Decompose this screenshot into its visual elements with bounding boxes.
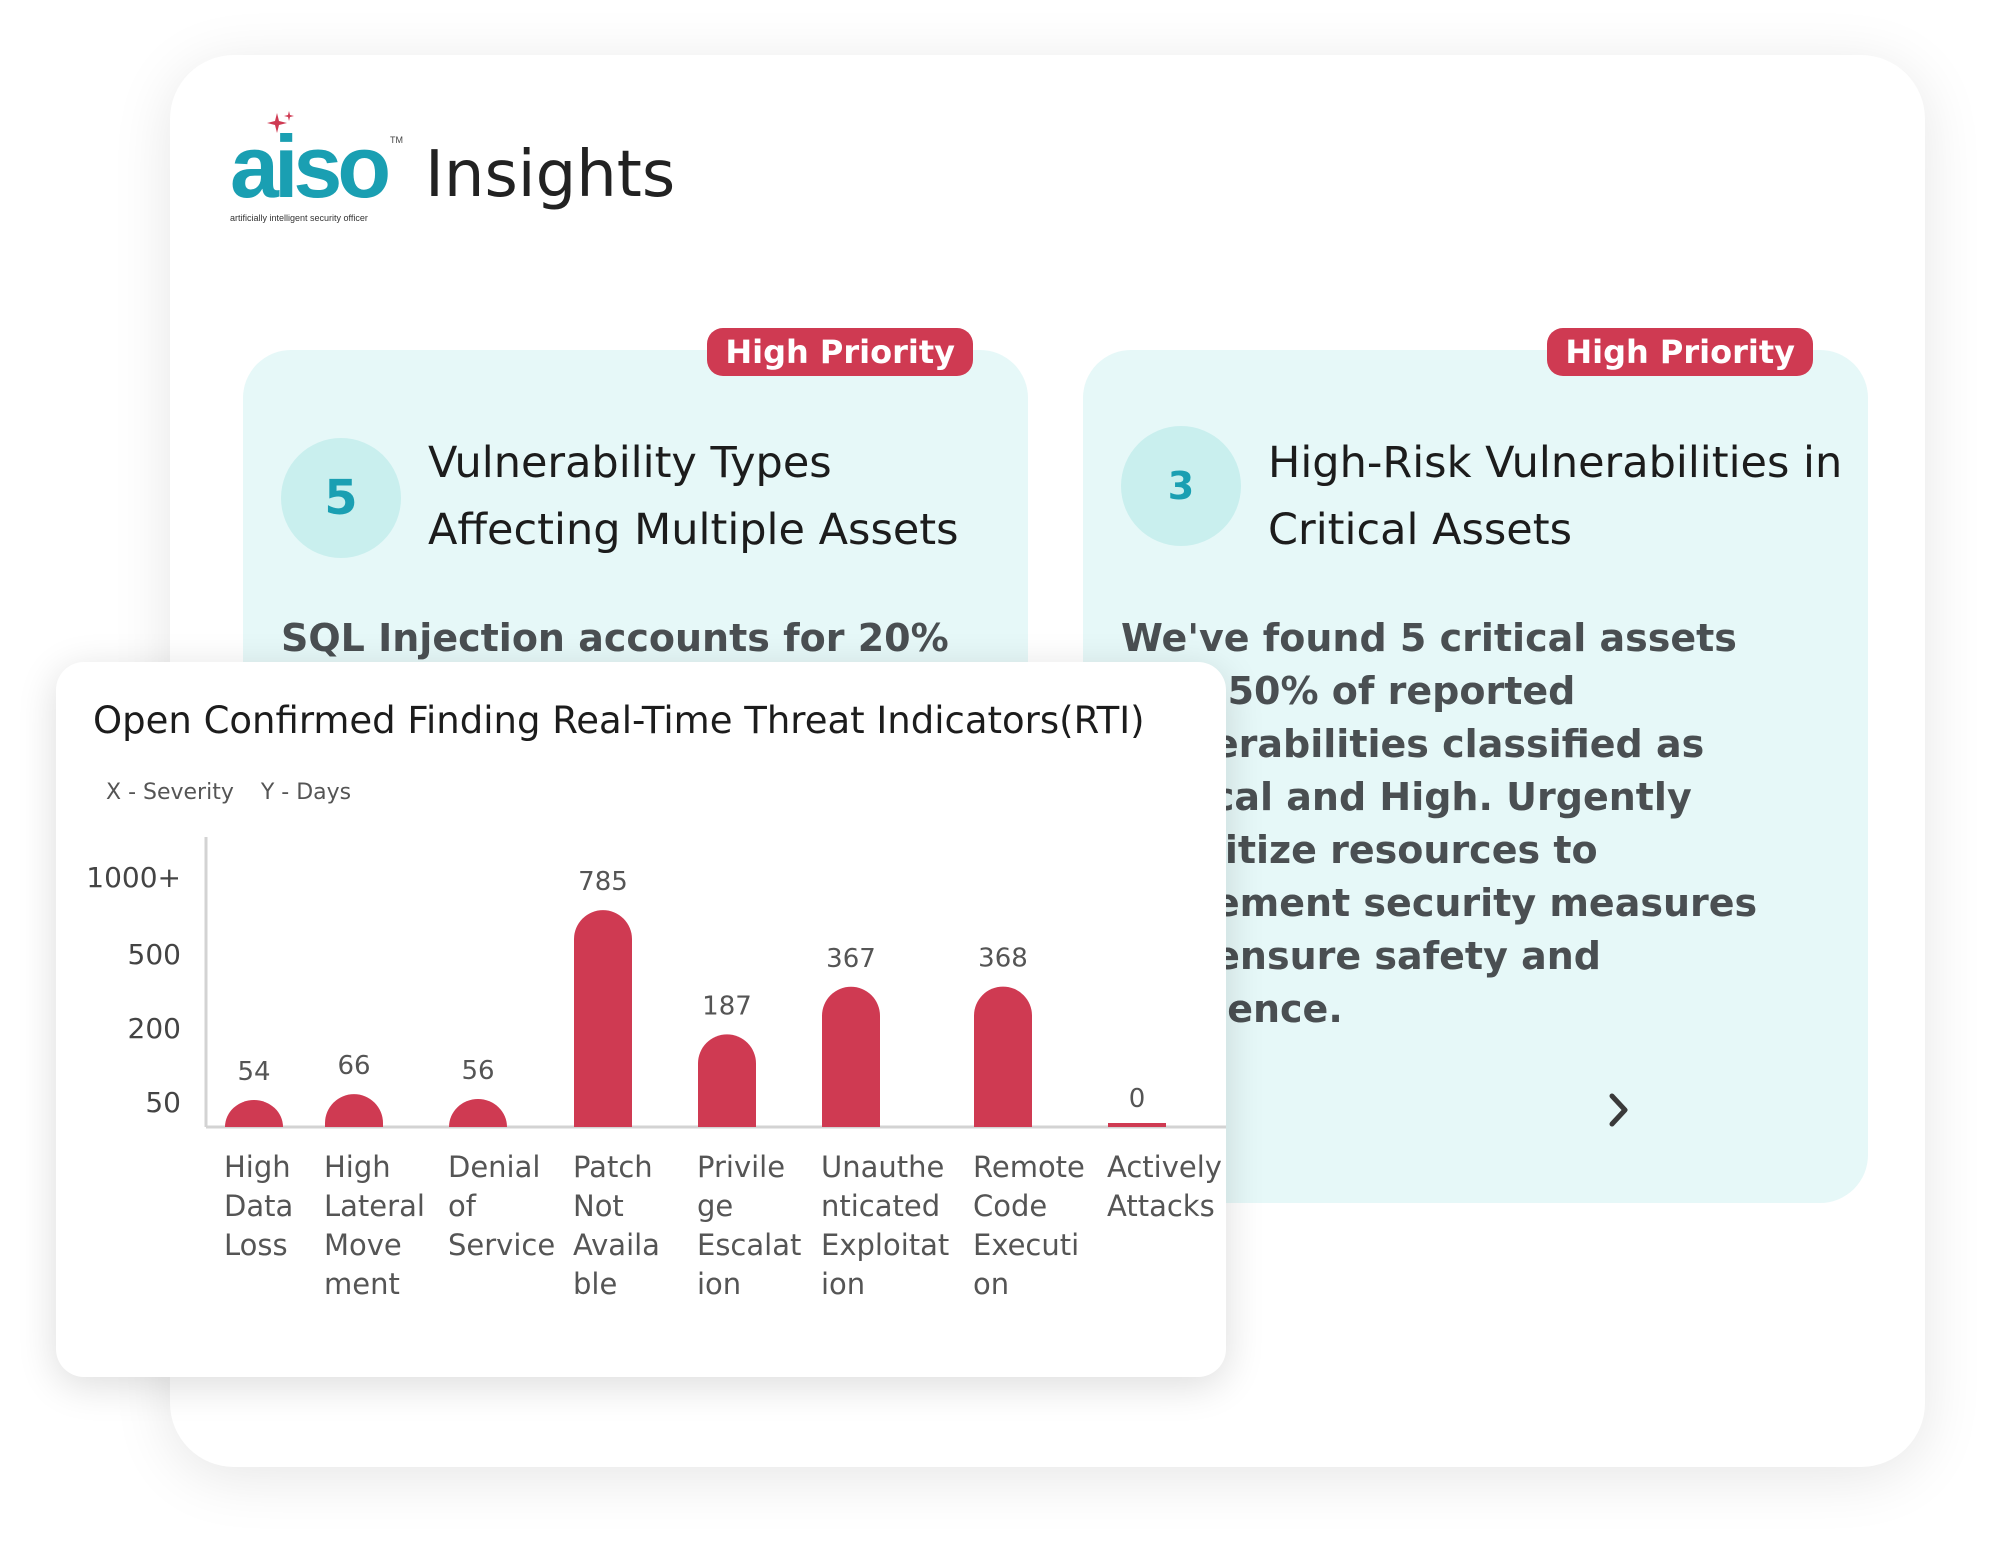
data-label: 187 bbox=[702, 991, 752, 1021]
x-tick-label: Unauthe bbox=[821, 1150, 944, 1184]
data-label: 54 bbox=[237, 1057, 270, 1087]
count-badge: 3 bbox=[1121, 426, 1241, 546]
card-title: Vulnerability Types Affecting Multiple A… bbox=[428, 438, 959, 555]
x-tick-label: High bbox=[324, 1150, 391, 1184]
x-tick-label: Privile bbox=[697, 1150, 785, 1184]
priority-badge: High Priority bbox=[1547, 328, 1813, 376]
logo-wordmark: aiso bbox=[230, 117, 391, 216]
data-label: 367 bbox=[826, 944, 876, 974]
bar bbox=[698, 1034, 756, 1127]
bar-chart: 1000+ 500 200 50 54 High Data Loss 66 High Lateral… bbox=[86, 837, 1226, 1301]
y-tick-label: 200 bbox=[128, 1012, 181, 1045]
x-tick-label: ment bbox=[324, 1267, 400, 1301]
x-tick-label: ion bbox=[821, 1267, 865, 1301]
chart-title: Open Confirmed Finding Real-Time Threat … bbox=[93, 699, 1145, 742]
y-tick-label: 50 bbox=[145, 1086, 181, 1119]
data-label: 368 bbox=[978, 944, 1028, 974]
y-axis-label: Y - Days bbox=[260, 780, 352, 805]
logo-tagline: artificially intelligent security office… bbox=[230, 213, 368, 223]
priority-badge: High Priority bbox=[707, 328, 973, 376]
data-label: 785 bbox=[578, 867, 628, 897]
x-tick-label: Code bbox=[973, 1189, 1047, 1223]
chevron-right-icon[interactable] bbox=[1603, 1090, 1635, 1130]
x-tick-label: Lateral bbox=[324, 1189, 425, 1223]
x-tick-label: Availa bbox=[573, 1228, 660, 1262]
data-label: 66 bbox=[337, 1051, 370, 1081]
x-tick-label: ion bbox=[697, 1267, 741, 1301]
x-tick-label: of bbox=[448, 1189, 477, 1223]
bar bbox=[574, 910, 632, 1127]
x-tick-label: ge bbox=[697, 1189, 733, 1223]
data-label: 56 bbox=[461, 1056, 494, 1086]
data-label: 0 bbox=[1129, 1084, 1146, 1114]
x-tick-label: Actively bbox=[1107, 1150, 1222, 1184]
bar bbox=[325, 1094, 383, 1127]
logo-trademark: TM bbox=[390, 135, 403, 145]
bar bbox=[449, 1099, 507, 1127]
x-tick-label: Loss bbox=[224, 1228, 288, 1262]
bar bbox=[225, 1100, 283, 1127]
x-tick-label: on bbox=[973, 1267, 1009, 1301]
x-tick-label: High bbox=[224, 1150, 291, 1184]
bar bbox=[1108, 1123, 1166, 1127]
x-tick-label: Denial bbox=[448, 1150, 540, 1184]
x-tick-label: Service bbox=[448, 1228, 555, 1262]
x-tick-label: Not bbox=[573, 1189, 624, 1223]
count-badge: 5 bbox=[281, 438, 401, 558]
x-tick-label: Data bbox=[224, 1189, 293, 1223]
x-tick-label: Exploitat bbox=[821, 1228, 949, 1262]
x-tick-label: Patch bbox=[573, 1150, 653, 1184]
card-title: High-Risk Vulnerabilities in Critical As… bbox=[1268, 438, 1843, 555]
x-tick-label: Move bbox=[324, 1228, 402, 1262]
axis-legend: X - Severity Y - Days bbox=[106, 780, 371, 805]
x-tick-label: ble bbox=[573, 1267, 617, 1301]
page-title: Insights bbox=[425, 138, 676, 212]
bar bbox=[822, 986, 880, 1127]
bar bbox=[974, 986, 1032, 1127]
aiso-logo: aiso TM artificially intelligent securit… bbox=[230, 111, 405, 225]
x-tick-label: Attacks bbox=[1107, 1189, 1215, 1223]
x-tick-label: Executi bbox=[973, 1228, 1079, 1262]
x-tick-label: Remote bbox=[973, 1150, 1085, 1184]
x-axis-label: X - Severity bbox=[106, 780, 234, 805]
y-tick-label: 1000+ bbox=[86, 861, 181, 894]
x-tick-label: Escalat bbox=[697, 1228, 801, 1262]
x-tick-label: nticated bbox=[821, 1189, 940, 1223]
card-body: SQL Injection accounts for 20% bbox=[281, 616, 949, 660]
sparkle-icon bbox=[267, 111, 294, 133]
card-body: We've found 5 critical assets with 50% o… bbox=[1121, 616, 1758, 1031]
rti-chart-card: Open Confirmed Finding Real-Time Threat … bbox=[56, 662, 1226, 1377]
y-tick-label: 500 bbox=[128, 938, 181, 971]
